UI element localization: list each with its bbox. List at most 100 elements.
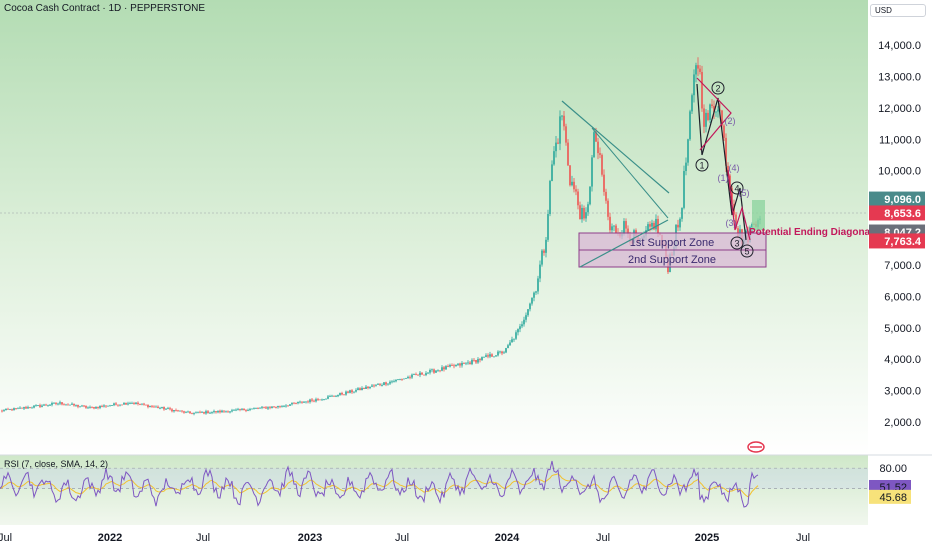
candle-body [573, 181, 575, 190]
candle-body [357, 388, 359, 391]
candle-body [233, 409, 235, 411]
candle-body [355, 390, 357, 392]
candle-body [309, 399, 311, 403]
candle-body [103, 405, 105, 407]
candle-body [105, 405, 107, 407]
time-tick-label: 2025 [695, 532, 719, 544]
candle-body [231, 410, 233, 412]
candle-body [469, 362, 471, 365]
candle-body [343, 394, 345, 396]
candle-body [143, 403, 145, 405]
candle-body [693, 74, 695, 96]
candle-body [651, 222, 653, 227]
candle-body [599, 153, 601, 155]
candle-body [379, 384, 381, 386]
candle-body [159, 407, 161, 409]
candle-body [647, 224, 649, 231]
trendline-inner [591, 127, 669, 219]
support-zone-1-label: 1st Support Zone [630, 237, 714, 249]
candle-body [525, 315, 527, 320]
candle-body [413, 374, 415, 375]
candle-body [435, 370, 437, 373]
candle-body [275, 407, 277, 408]
candle-body [289, 404, 291, 406]
candle-body [471, 359, 473, 365]
price-tick-label: 12,000.0 [878, 103, 921, 115]
time-tick-label: 2022 [98, 532, 122, 544]
candle-body [401, 378, 403, 380]
candle-body [397, 379, 399, 381]
candle-body [319, 399, 321, 401]
candle-body [515, 332, 517, 339]
candle-body [521, 324, 523, 327]
candle-body [421, 372, 423, 375]
candle-body [161, 407, 163, 408]
candle-body [487, 355, 489, 357]
candle-body [539, 264, 541, 279]
candle-body [221, 410, 223, 413]
candle-body [7, 408, 9, 410]
candle-body [709, 104, 711, 120]
candle-body [85, 406, 87, 408]
candle-body [255, 408, 257, 409]
candle-body [711, 104, 713, 107]
candle-body [359, 388, 361, 391]
candle-body [579, 205, 581, 220]
time-tick-label: Jul [0, 532, 12, 544]
candle-body [301, 401, 303, 403]
candle-body [259, 407, 261, 409]
candle-body [609, 216, 611, 231]
candle-body [247, 409, 249, 411]
candle-body [183, 411, 185, 413]
candle-body [717, 109, 719, 112]
candle-body [531, 297, 533, 304]
candle-body [465, 362, 467, 364]
candle-body [193, 412, 195, 414]
candle-body [173, 409, 175, 412]
candle-body [363, 388, 365, 389]
candle-body [729, 175, 731, 189]
rsi-title: RSI (7, close, SMA, 14, 2) [4, 459, 109, 469]
candle-body [141, 403, 143, 405]
candle-body [509, 342, 511, 346]
candle-body [215, 411, 217, 413]
candle-body [385, 382, 387, 385]
candle-body [681, 207, 683, 219]
candle-body [57, 403, 59, 405]
candle-body [295, 403, 297, 404]
candle-body [391, 381, 393, 383]
candle-body [601, 154, 603, 175]
price-tag [869, 205, 925, 221]
currency-selector[interactable]: USD [870, 4, 926, 17]
price-tick-label: 10,000.0 [878, 166, 921, 178]
candle-body [431, 369, 433, 371]
trendline-lower [579, 219, 669, 268]
time-tick-label: Jul [796, 532, 810, 544]
candle-body [347, 391, 349, 393]
candle-body [41, 405, 43, 407]
candle-body [479, 359, 481, 361]
candle-body [131, 403, 133, 404]
candle-body [369, 386, 371, 389]
chart-title: Cocoa Cash Contract · 1D · PEPPERSTONE [4, 3, 205, 14]
candle-body [287, 405, 289, 407]
candle-body [433, 369, 435, 373]
candle-body [303, 401, 305, 403]
price-tag-label: 9,096.0 [884, 194, 921, 206]
candle-body [285, 405, 287, 407]
candle-body [559, 116, 561, 144]
candle-body [707, 112, 709, 120]
candle-body [107, 405, 109, 407]
candle-body [69, 404, 71, 406]
ending-diagonal-label: Potential Ending Diagonal [749, 227, 873, 238]
candle-body [575, 189, 577, 192]
time-axis-bg [0, 525, 932, 550]
candle-body [245, 410, 247, 411]
candle-body [453, 365, 455, 367]
price-tag-label: 7,763.4 [884, 236, 922, 248]
candle-body [527, 309, 529, 316]
sub-wave-label: (3) [726, 218, 737, 228]
candle-body [89, 406, 91, 408]
candle-body [437, 370, 439, 372]
